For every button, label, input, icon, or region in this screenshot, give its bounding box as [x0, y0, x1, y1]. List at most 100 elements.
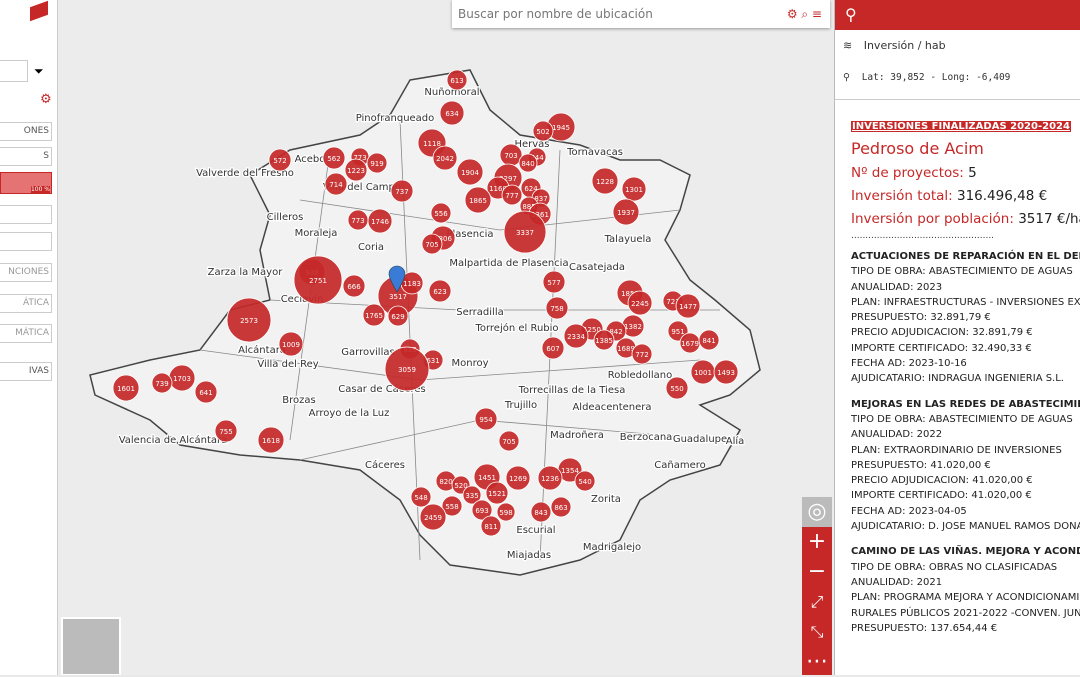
bubble: [532, 120, 554, 142]
project-line: PRESUPUESTO: 137.654,44 €: [851, 622, 998, 634]
project-line: AJUDICATARIO: INDRAGUA INGENIERIA S.L.: [851, 373, 1064, 385]
option[interactable]: ONES: [0, 122, 52, 141]
place-label: Zarza la Mayor: [208, 267, 284, 278]
place-label: Cilleros: [267, 212, 304, 223]
layers-icon[interactable]: [30, 0, 48, 22]
place-label: Valverde del Fresno: [196, 168, 294, 179]
bubble: [194, 380, 218, 404]
bubble-label: 666: [347, 283, 361, 291]
stat-value: 5: [968, 165, 977, 181]
option[interactable]: [0, 205, 52, 224]
layer-row: ≋ Inversión / hab: [843, 39, 946, 52]
project-line: PLAN: INFRAESTRUCTURAS - INVERSIONES EXT…: [851, 296, 1080, 308]
bubble: [612, 198, 640, 226]
bubble-label: 777: [505, 192, 518, 200]
option[interactable]: S: [0, 147, 52, 166]
stat-label: Inversión total:: [851, 188, 953, 204]
bubble-label: 705: [502, 438, 515, 446]
info-panel: ⚲ ≋ Inversión / hab ⚲ Lat: 39,852 - Long…: [834, 0, 1080, 675]
place-label: Cañamero: [654, 460, 705, 471]
stat-label: Inversión por población:: [851, 211, 1014, 227]
bubble-label: 737: [395, 188, 408, 196]
project: ACTUACIONES DE REPARACIÓN EN EL DEPOSITO…: [851, 249, 1080, 387]
bubble: [542, 270, 566, 294]
bubble-label: 2042: [436, 155, 454, 163]
locate-button[interactable]: ◎: [802, 497, 832, 527]
bubble-label: 2459: [424, 514, 442, 522]
more-button[interactable]: ⋯: [806, 649, 828, 674]
bubble: [366, 152, 388, 174]
option[interactable]: [0, 232, 52, 251]
filter-input[interactable]: [0, 60, 28, 82]
place-label: Casatejada: [569, 262, 625, 273]
bubble: [112, 374, 140, 402]
settings-icon[interactable]: ⚙: [40, 92, 52, 107]
fullscreen-button[interactable]: ⤡: [810, 622, 824, 641]
place-label: Zorita: [591, 494, 621, 505]
bubble: [505, 465, 531, 491]
stat-value: 316.496,48 €: [957, 188, 1048, 204]
zoom-out[interactable]: −: [807, 559, 827, 584]
bubble-label: 1945: [552, 124, 570, 132]
bubble-label: 598: [499, 509, 512, 517]
project-line: PLAN: PROGRAMA MEJORA Y ACONDICIONAMIENT…: [851, 592, 1080, 604]
project-line: RURALES PÚBLICOS 2021-2022 -CONVEN. JUNT…: [851, 607, 1080, 619]
bubble-label: 629: [391, 313, 404, 321]
bubble-label: 502: [536, 128, 549, 136]
bubble-label: 641: [199, 389, 212, 397]
filter-icon[interactable]: ⏷: [34, 64, 44, 78]
projects: ACTUACIONES DE REPARACIÓN EN EL DEPOSITO…: [851, 249, 1080, 636]
search-box[interactable]: Buscar por nombre de ubicación ⚙ ⌕ ≡: [452, 0, 830, 28]
stat-row: Inversión por población: 3517 €/hab: [851, 211, 1080, 227]
bubble: [257, 426, 285, 454]
option[interactable]: MÁTICA: [0, 324, 52, 343]
bubble: [151, 372, 173, 394]
bubble: [518, 153, 538, 173]
bubble-label: 703: [504, 152, 517, 160]
bubble-label: 540: [578, 478, 591, 486]
project-line: ANUALIDAD: 2023: [851, 281, 943, 293]
bubble-label: 624: [524, 185, 538, 193]
bubble: [214, 419, 238, 443]
bubble-label: 1477: [679, 303, 697, 311]
bubble-label: 1118: [423, 140, 441, 148]
bubble: [675, 293, 701, 319]
project-line: TIPO DE OBRA: OBRAS NO CLASIFICADAS: [851, 561, 1058, 573]
minimap[interactable]: [61, 617, 121, 675]
bubble: [293, 255, 343, 305]
bubble-label: 2751: [309, 277, 327, 285]
bubble: [462, 485, 482, 505]
fit-button[interactable]: ⤢: [810, 592, 824, 611]
location-pin[interactable]: [388, 265, 406, 293]
bubble: [367, 208, 393, 234]
place-label: Madrigalejo: [583, 542, 641, 553]
place-label: Torrejón el Rubio: [474, 322, 558, 334]
bubble-label: 558: [445, 503, 458, 511]
bubble: [574, 470, 596, 492]
bubble: [621, 176, 647, 202]
option[interactable]: NCIONES: [0, 263, 52, 282]
search-placeholder: Buscar por nombre de ubicación: [458, 7, 653, 21]
bubble-label: 1601: [117, 385, 135, 393]
bubble-label: 1937: [617, 209, 635, 217]
bubble-label: 1228: [596, 178, 614, 186]
zoom-in[interactable]: +: [807, 529, 827, 554]
separator: ........................................…: [851, 231, 995, 241]
option[interactable]: ÁTICA: [0, 294, 52, 313]
bubble: [474, 407, 498, 431]
bubble-label: 1451: [478, 474, 496, 482]
place-label: Arroyo de la Luz: [309, 408, 390, 419]
bubble: [591, 167, 619, 195]
bubble-label: 548: [414, 494, 427, 502]
bubble-label: 1521: [488, 490, 506, 498]
bubble-label: 634: [445, 110, 459, 118]
bubble-label: 842: [609, 328, 622, 336]
project-title: MEJORAS EN LAS REDES DE ABASTECIMIENTO: [851, 398, 1080, 410]
search-icons[interactable]: ⚙ ⌕ ≡: [786, 7, 822, 21]
bubble: [563, 323, 589, 349]
bubble-label: 1689: [617, 345, 635, 353]
bubble-label: 1250: [583, 326, 601, 334]
opacity-slider[interactable]: 100 %: [0, 172, 52, 194]
bubble-label: 556: [434, 210, 448, 218]
option[interactable]: IVAS: [0, 362, 52, 381]
